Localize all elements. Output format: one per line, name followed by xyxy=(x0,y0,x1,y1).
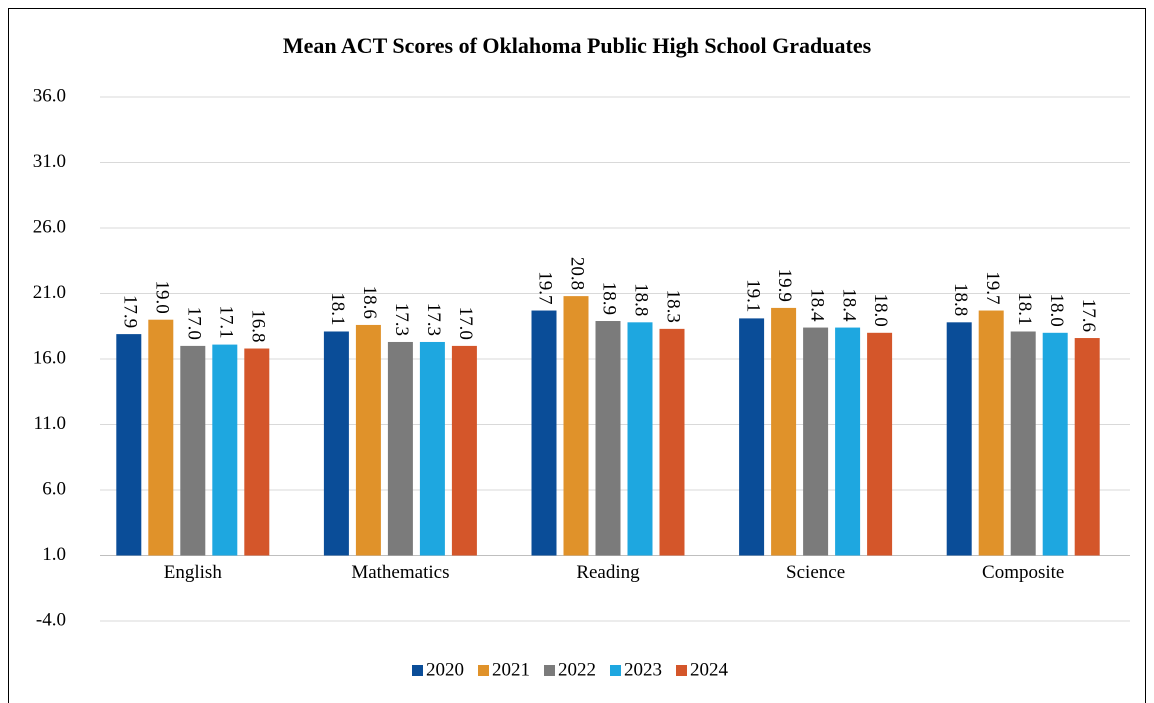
bar xyxy=(803,327,829,556)
x-tick-label: Reading xyxy=(576,562,640,583)
data-label: 19.1 xyxy=(742,279,763,312)
bar xyxy=(116,334,142,556)
x-tick-label: Composite xyxy=(982,562,1064,583)
y-tick-label: 21.0 xyxy=(33,282,66,303)
bar xyxy=(771,307,797,556)
bar xyxy=(355,324,381,556)
bar xyxy=(946,322,972,556)
bar xyxy=(1010,331,1036,556)
legend-swatch xyxy=(544,665,555,676)
data-label: 17.0 xyxy=(183,307,204,340)
data-label: 18.1 xyxy=(1014,292,1035,325)
x-tick-label: Mathematics xyxy=(351,562,449,583)
bar xyxy=(531,310,557,556)
data-label: 20.8 xyxy=(567,257,588,290)
data-label: 18.4 xyxy=(838,288,859,322)
y-tick-label: 1.0 xyxy=(42,544,66,565)
bar xyxy=(1042,332,1068,556)
data-label: 17.6 xyxy=(1078,299,1099,332)
y-tick-label: 16.0 xyxy=(33,347,66,368)
data-label: 18.9 xyxy=(599,282,620,315)
data-label: 17.1 xyxy=(215,305,236,338)
y-tick-label: -4.0 xyxy=(36,609,66,630)
legend-swatch xyxy=(610,665,621,676)
data-label: 18.8 xyxy=(631,283,652,316)
bar xyxy=(739,318,765,556)
data-label: 19.7 xyxy=(535,271,556,304)
y-tick-label: 6.0 xyxy=(42,478,66,499)
data-label: 18.6 xyxy=(359,286,380,319)
y-tick-label: 36.0 xyxy=(33,85,66,106)
bar xyxy=(835,327,861,556)
data-label: 18.0 xyxy=(1046,294,1067,327)
data-label: 18.8 xyxy=(950,283,971,316)
bar xyxy=(387,341,413,556)
bar xyxy=(451,345,477,556)
data-label: 18.1 xyxy=(327,292,348,325)
data-label: 17.3 xyxy=(391,303,412,336)
bar xyxy=(978,310,1004,556)
bar xyxy=(180,345,206,556)
bar xyxy=(244,348,270,556)
data-label: 18.0 xyxy=(870,294,891,327)
y-tick-label: 26.0 xyxy=(33,216,66,237)
bar xyxy=(595,321,621,556)
bar xyxy=(148,319,174,556)
bar xyxy=(419,341,445,556)
data-label: 19.9 xyxy=(774,269,795,302)
bar xyxy=(212,344,238,556)
bar xyxy=(323,331,349,556)
data-label: 17.0 xyxy=(455,307,476,340)
x-tick-label: English xyxy=(164,562,223,583)
legend-swatch xyxy=(676,665,687,676)
data-label: 19.7 xyxy=(982,271,1003,304)
data-label: 19.0 xyxy=(151,280,172,313)
data-label: 17.9 xyxy=(119,295,140,328)
y-tick-label: 31.0 xyxy=(33,151,66,172)
legend-label: 2024 xyxy=(690,659,729,680)
data-label: 18.4 xyxy=(806,288,827,322)
bar xyxy=(563,296,589,556)
y-tick-label: 11.0 xyxy=(33,413,66,434)
legend-swatch xyxy=(412,665,423,676)
bar xyxy=(659,328,685,556)
data-label: 18.3 xyxy=(663,290,684,323)
bar xyxy=(867,332,893,556)
legend-label: 2021 xyxy=(492,659,530,680)
legend-swatch xyxy=(478,665,489,676)
legend-label: 2023 xyxy=(624,659,662,680)
bar xyxy=(627,322,653,556)
legend-label: 2022 xyxy=(558,659,596,680)
legend-label: 2020 xyxy=(426,659,464,680)
data-label: 16.8 xyxy=(247,309,268,342)
x-tick-label: Science xyxy=(786,562,845,583)
bar xyxy=(1074,338,1100,556)
chart-title: Mean ACT Scores of Oklahoma Public High … xyxy=(283,33,872,58)
data-label: 17.3 xyxy=(423,303,444,336)
